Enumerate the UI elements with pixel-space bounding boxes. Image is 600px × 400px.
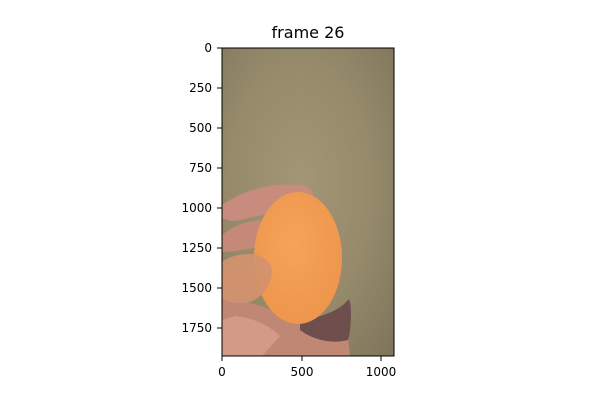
x-axis: 0 500 1000 xyxy=(218,356,396,379)
orange-mask-overlay xyxy=(254,192,342,324)
y-tick-label: 1250 xyxy=(181,241,212,255)
y-axis: 0 250 500 750 1000 1250 1500 1750 xyxy=(181,41,222,335)
plot-title: frame 26 xyxy=(271,23,345,42)
y-tick-label: 1000 xyxy=(181,201,212,215)
y-tick-label: 250 xyxy=(189,81,212,95)
y-tick-label: 750 xyxy=(189,161,212,175)
y-tick-label: 1750 xyxy=(181,321,212,335)
y-tick-label: 500 xyxy=(189,121,212,135)
x-tick-label: 500 xyxy=(291,365,314,379)
axes-frame xyxy=(221,47,395,357)
x-tick-label: 1000 xyxy=(366,365,397,379)
y-tick-label: 0 xyxy=(204,41,212,55)
y-tick-label: 1500 xyxy=(181,281,212,295)
thumb xyxy=(222,254,272,303)
photo-image xyxy=(222,48,394,356)
x-tick-label: 0 xyxy=(218,365,226,379)
